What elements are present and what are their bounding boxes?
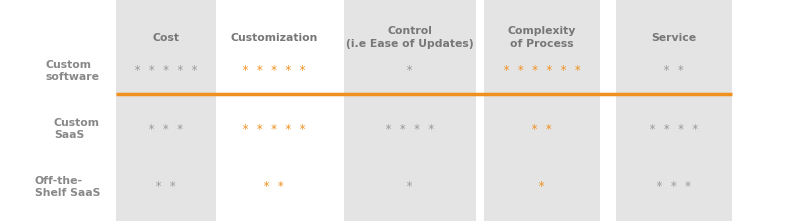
Text: *: *: [406, 64, 414, 77]
Text: * * * *: * * * *: [649, 123, 699, 136]
Text: Cost: Cost: [153, 32, 179, 43]
Text: * *: * *: [155, 180, 177, 193]
Text: Customization: Customization: [230, 32, 318, 43]
Bar: [116, 0, 216, 221]
Text: * * * * *: * * * * *: [242, 123, 306, 136]
Text: * * *: * * *: [148, 123, 184, 136]
Text: * * *: * * *: [656, 180, 692, 193]
Text: * * * *: * * * *: [385, 123, 435, 136]
Text: * * * * *: * * * * *: [134, 64, 198, 77]
Text: * *: * *: [263, 180, 285, 193]
Text: * * * * *: * * * * *: [242, 64, 306, 77]
Bar: [344, 0, 476, 221]
Bar: [616, 0, 732, 221]
Text: Off-the-
Shelf SaaS: Off-the- Shelf SaaS: [34, 175, 100, 198]
Text: Service: Service: [651, 32, 697, 43]
Text: Control
(i.e Ease of Updates): Control (i.e Ease of Updates): [346, 26, 474, 49]
Text: Custom
software: Custom software: [46, 59, 100, 82]
Text: * *: * *: [531, 123, 553, 136]
Text: * *: * *: [663, 64, 685, 77]
Text: *: *: [406, 180, 414, 193]
Text: Custom
SaaS: Custom SaaS: [54, 118, 100, 141]
Text: *: *: [538, 180, 546, 193]
Text: Complexity
of Process: Complexity of Process: [508, 26, 576, 49]
Text: * * * * * *: * * * * * *: [503, 64, 581, 77]
Bar: [484, 0, 600, 221]
